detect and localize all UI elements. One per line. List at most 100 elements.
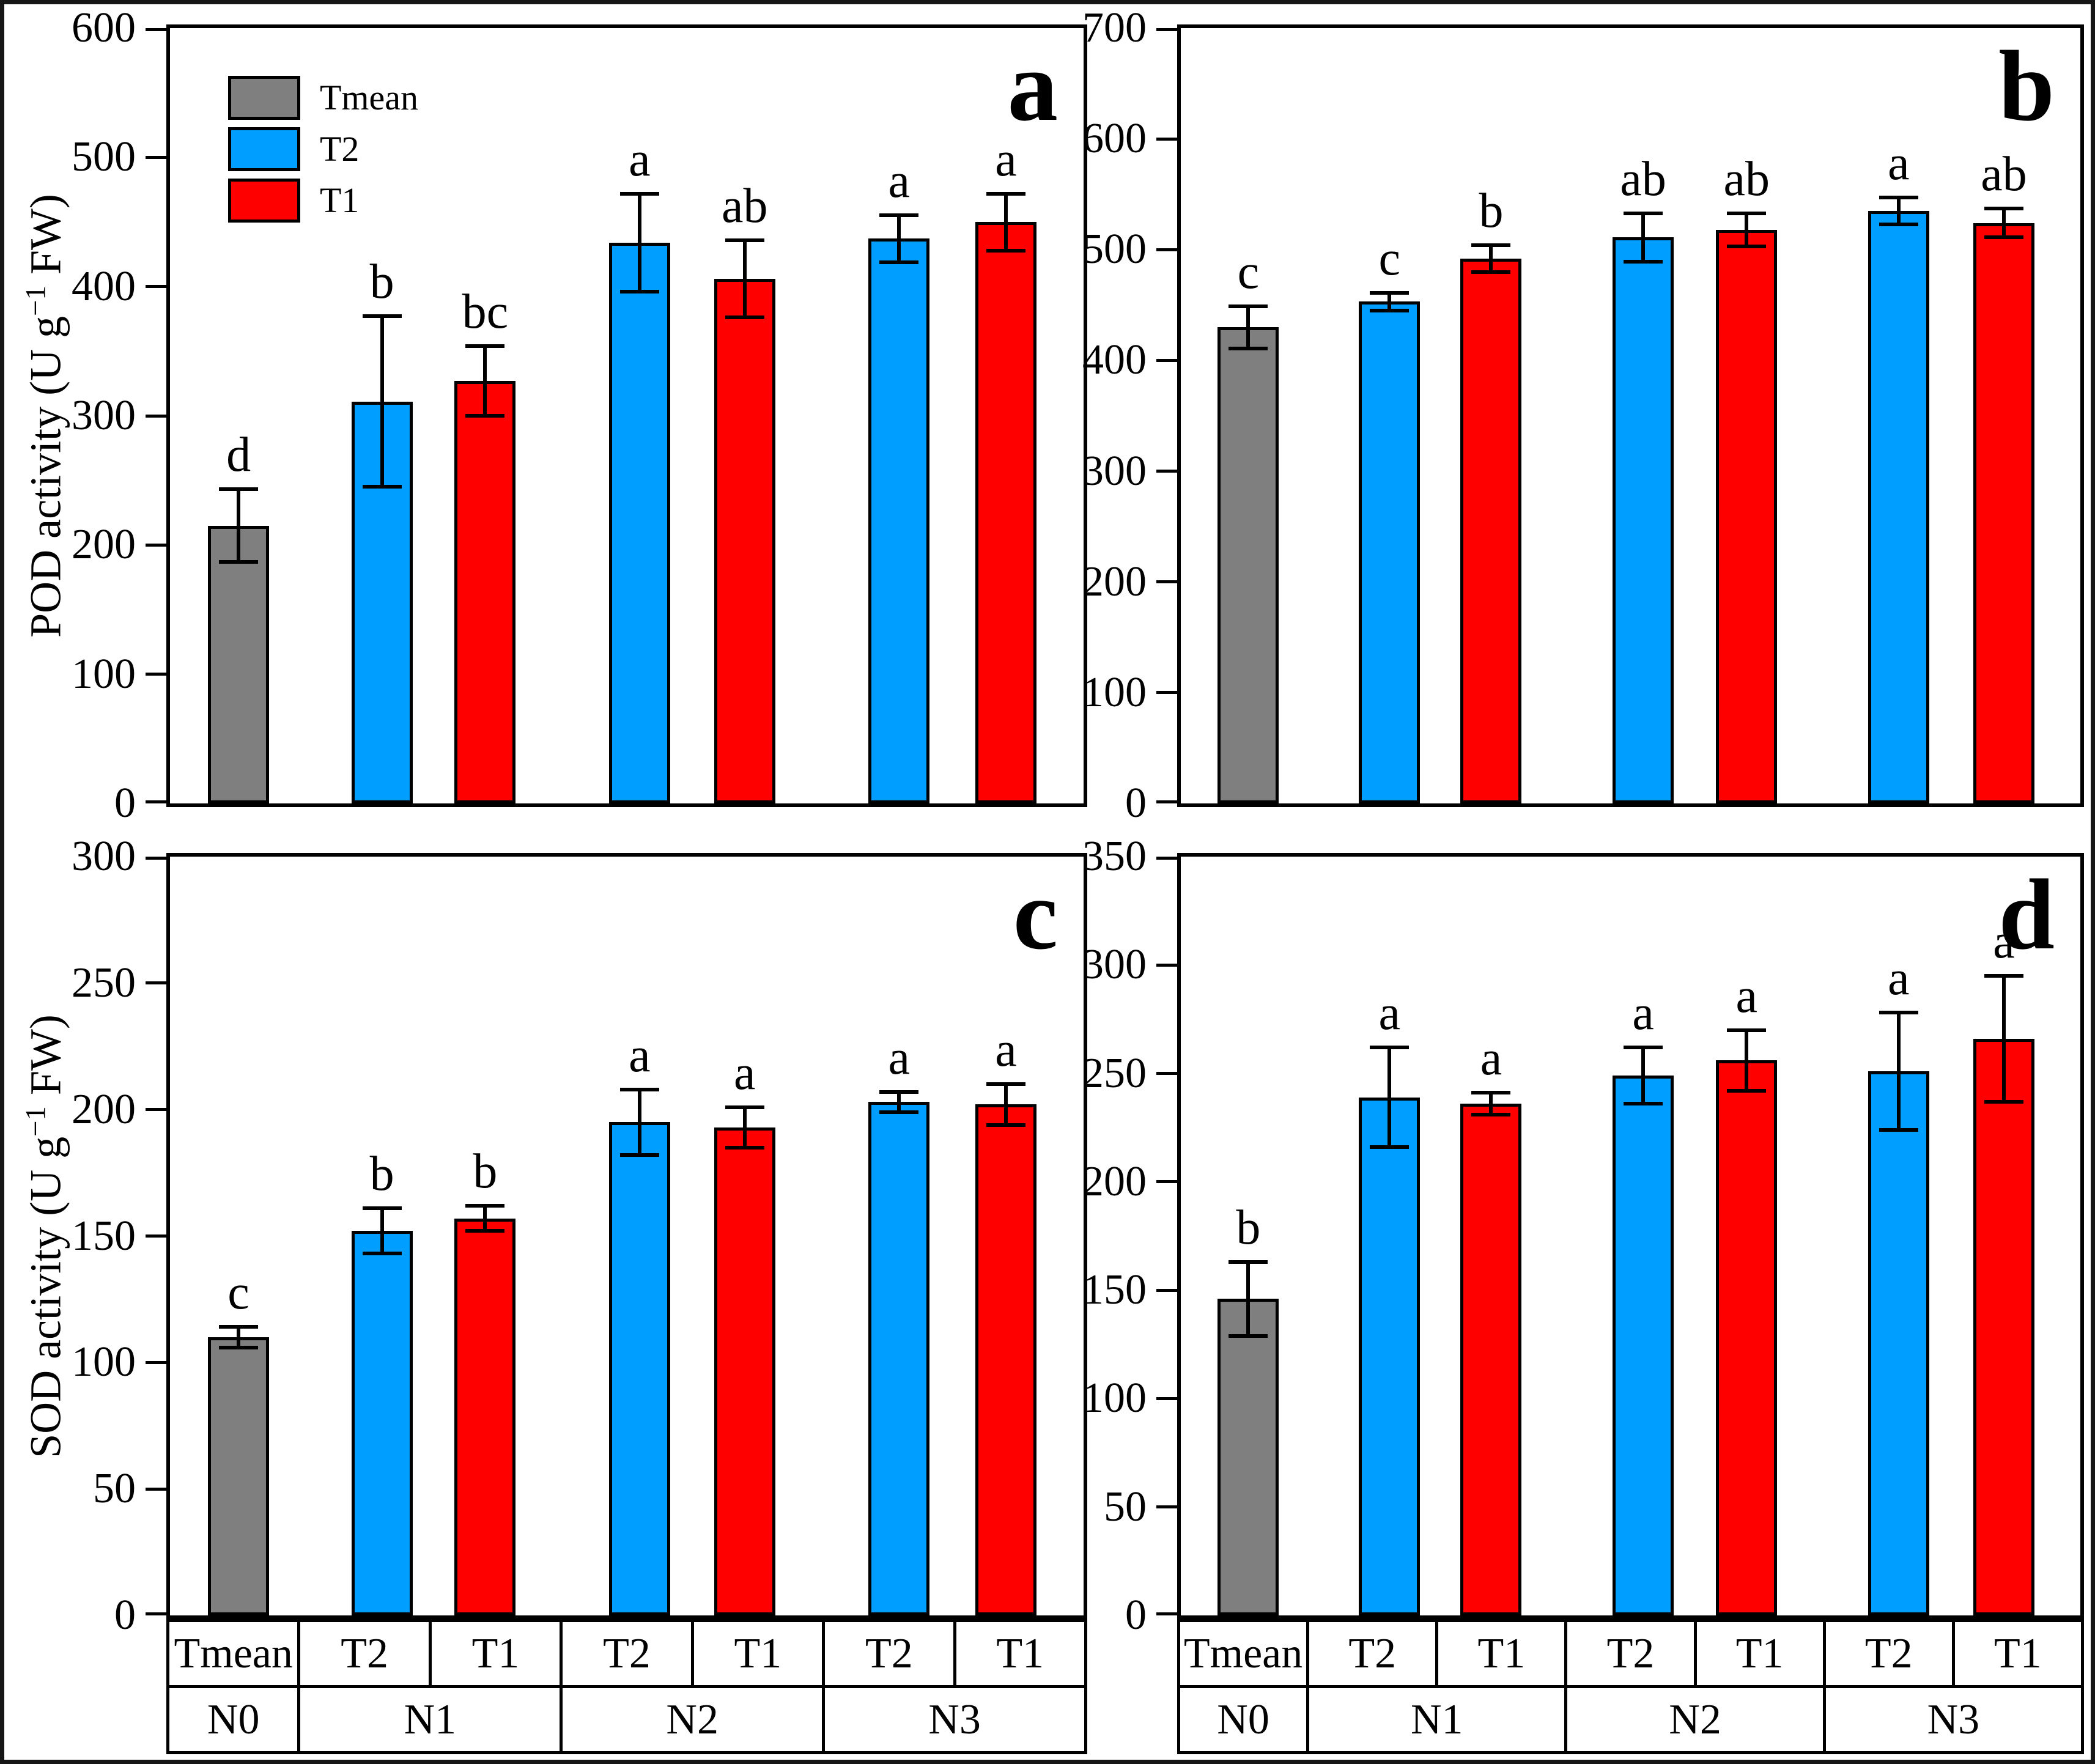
y-axis-tick-b-300 (1156, 470, 1177, 473)
y-axis-title-sod-prefix: SOD activity (U g (21, 1136, 70, 1458)
y-axis-tick-label-d-50: 50 (1104, 1483, 1147, 1530)
x-axis-group-label-d-N3: N3 (1825, 1688, 2081, 1751)
y-axis-tick-a-0 (146, 800, 166, 803)
x-axis-treatment-label-d-6-T1: T1 (1954, 1622, 2081, 1685)
y-axis-tick-label-b-400: 400 (1082, 336, 1147, 384)
bar-c-N0-Tmean (208, 1337, 270, 1615)
significance-letter-d-N3-T2: a (1888, 951, 1910, 1006)
bar-b-N0-Tmean (1217, 327, 1279, 803)
bar-d-N3-T1 (1973, 1038, 2034, 1615)
error-cap-bottom-d-N2-T2 (1624, 1102, 1663, 1106)
x-axis-treatment-label-d-1-T2: T2 (1309, 1622, 1436, 1685)
x-axis-table-d: Tmean T2 T1 T2 T1 T2 T1 N0 N1 N2 N3 (1177, 1619, 2084, 1754)
error-cap-top-a-N2-T2 (619, 191, 659, 196)
y-axis-tick-b-100 (1156, 691, 1177, 695)
y-axis-tick-c-300 (146, 857, 166, 860)
error-cap-top-d-N1-T2 (1370, 1046, 1410, 1050)
significance-letter-a-N3-T1: a (995, 132, 1017, 186)
x-axis-treatment-label-c-2-T1: T1 (431, 1622, 560, 1685)
significance-letter-b-N3-T2: a (1888, 136, 1910, 191)
y-axis-tick-a-300 (146, 414, 166, 418)
error-cap-bottom-c-N3-T1 (986, 1123, 1025, 1127)
plot-panel-c: 0 50 100 150 200 250 300 c b b a a a a c (72, 833, 1087, 1639)
error-bar-b-N3-T2 (1896, 197, 1901, 224)
error-cap-bottom-b-N1-T2 (1370, 308, 1410, 312)
x-axis-group-label-d-N2: N2 (1567, 1688, 1823, 1751)
y-axis-tick-label-b-100: 100 (1082, 668, 1147, 716)
error-cap-bottom-d-N2-T1 (1727, 1088, 1767, 1093)
y-axis-tick-b-600 (1156, 137, 1177, 141)
significance-letter-a-N3-T2: a (888, 154, 910, 209)
bar-d-N2-T2 (1613, 1076, 1674, 1615)
error-cap-top-a-N2-T1 (725, 238, 764, 242)
error-cap-top-a-N1-T1 (465, 344, 505, 348)
bar-a-N0-Tmean (208, 525, 270, 803)
error-cap-bottom-a-N1-T1 (465, 414, 505, 418)
x-axis-treatment-label-d-4-T1: T1 (1696, 1622, 1823, 1685)
error-bar-b-N1-T2 (1387, 292, 1392, 311)
error-bar-a-N3-T2 (897, 215, 901, 262)
y-axis-tick-label-a-300: 300 (72, 392, 136, 439)
y-axis-tick-c-200 (146, 1108, 166, 1112)
significance-letter-c-N1-T2: b (369, 1147, 394, 1201)
error-cap-top-b-N0-Tmean (1229, 304, 1268, 308)
error-cap-bottom-c-N1-T2 (362, 1252, 402, 1256)
error-bar-a-N2-T2 (637, 193, 641, 292)
error-bar-c-N3-T1 (1004, 1084, 1008, 1125)
error-cap-bottom-a-N3-T1 (986, 248, 1025, 253)
x-axis-treatment-label-d-3-T2: T2 (1567, 1622, 1694, 1685)
bar-c-N3-T2 (868, 1102, 930, 1615)
error-bar-b-N3-T1 (2001, 209, 2006, 238)
y-axis-tick-b-0 (1156, 800, 1177, 803)
y-axis-tick-label-a-100: 100 (72, 650, 136, 698)
panel-letter-d: d (1998, 858, 2055, 970)
error-cap-top-b-N3-T2 (1879, 196, 1918, 200)
error-cap-bottom-a-N0-Tmean (219, 559, 259, 564)
x-axis-treatment-label-c-4-T1: T1 (693, 1622, 822, 1685)
legend-swatch-T2 (228, 127, 300, 171)
y-axis-tick-label-b-500: 500 (1082, 226, 1147, 273)
bar-a-N2-T1 (714, 279, 775, 803)
y-axis-tick-label-a-500: 500 (72, 133, 136, 181)
y-axis-tick-a-200 (146, 543, 166, 547)
error-cap-top-d-N2-T2 (1624, 1046, 1663, 1050)
significance-letter-c-N2-T2: a (629, 1028, 651, 1082)
legend-label-T1: T1 (320, 180, 360, 220)
error-bar-d-N1-T1 (1489, 1093, 1493, 1115)
significance-letter-a-N2-T1: ab (721, 179, 768, 233)
error-bar-a-N2-T1 (742, 240, 747, 318)
y-axis-tick-label-d-250: 250 (1082, 1049, 1147, 1097)
error-cap-top-b-N3-T1 (1984, 207, 2023, 211)
y-axis-tick-label-b-600: 600 (1082, 115, 1147, 163)
x-axis-treatment-label-c-5-T2: T2 (825, 1622, 953, 1685)
y-axis-title-pod-prefix: POD activity (U g (21, 316, 70, 638)
error-cap-bottom-b-N3-T2 (1879, 222, 1918, 226)
y-axis-tick-d-50 (1156, 1505, 1177, 1509)
error-cap-bottom-b-N1-T1 (1471, 270, 1511, 274)
plot-panel-d: 0 50 100 150 200 250 300 350 b a a a a a a d (1082, 833, 2084, 1639)
error-cap-top-b-N1-T1 (1471, 243, 1511, 248)
y-axis-tick-label-c-50: 50 (93, 1465, 136, 1513)
significance-letter-b-N1-T1: b (1479, 184, 1504, 238)
significance-letter-d-N0-Tmean: b (1236, 1201, 1261, 1255)
error-cap-top-c-N3-T1 (986, 1082, 1025, 1087)
error-cap-top-d-N1-T1 (1471, 1091, 1511, 1095)
significance-letter-c-N0-Tmean: c (227, 1266, 249, 1320)
y-axis-tick-a-100 (146, 673, 166, 676)
y-axis-tick-label-b-300: 300 (1082, 447, 1147, 495)
x-axis-treatment-label-d-0-Tmean: Tmean (1180, 1622, 1307, 1685)
error-cap-top-c-N3-T2 (879, 1090, 919, 1094)
error-cap-bottom-b-N0-Tmean (1229, 346, 1268, 350)
error-cap-top-a-N1-T2 (362, 314, 402, 319)
bar-b-N1-T1 (1460, 258, 1522, 803)
error-cap-top-c-N0-Tmean (219, 1325, 259, 1329)
y-axis-tick-label-b-0: 0 (1125, 780, 1147, 827)
x-axis-group-label-c-N0: N0 (169, 1688, 298, 1751)
plot-panel-b: 0 100 200 300 400 500 600 700 c c b ab ab a ab b (1082, 5, 2084, 827)
panel-letter-c: c (1013, 858, 1058, 970)
error-bar-c-N3-T2 (897, 1091, 901, 1112)
error-cap-top-d-N2-T1 (1727, 1028, 1767, 1032)
significance-letter-a-N0-Tmean: d (226, 428, 251, 482)
error-bar-d-N3-T2 (1896, 1013, 1901, 1130)
